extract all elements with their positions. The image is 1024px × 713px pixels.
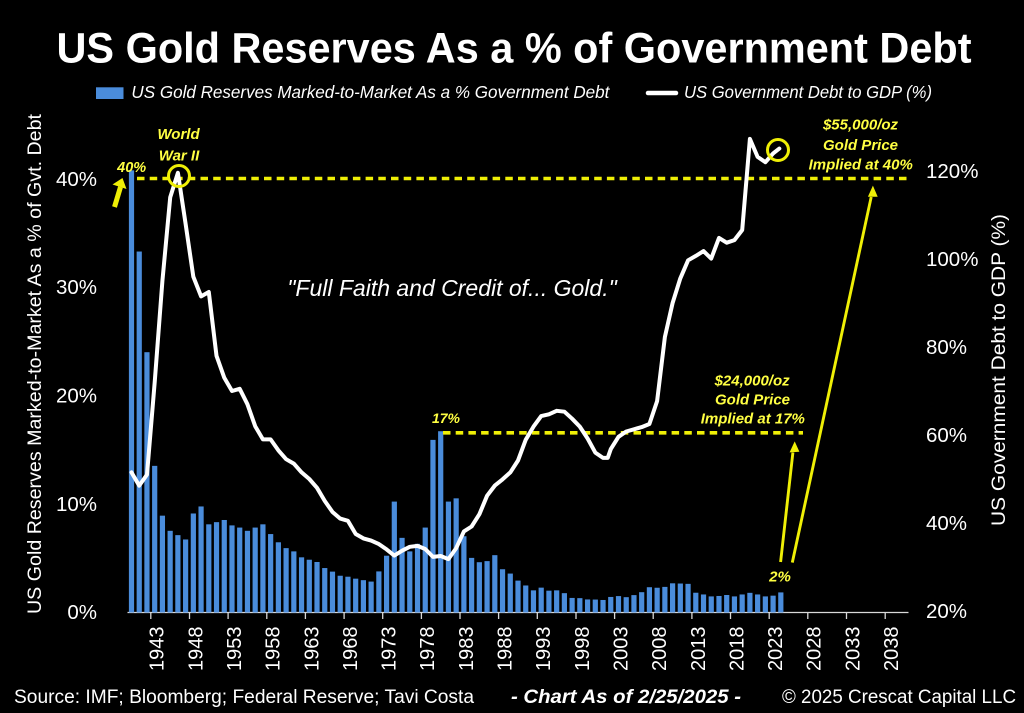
svg-text:20%: 20% <box>926 600 967 623</box>
svg-text:2023: 2023 <box>765 627 787 672</box>
svg-text:60%: 60% <box>926 424 967 447</box>
svg-text:War II: War II <box>159 148 200 165</box>
svg-text:1998: 1998 <box>572 627 594 672</box>
svg-text:2018: 2018 <box>726 627 748 672</box>
svg-text:$24,000/oz: $24,000/oz <box>714 372 791 389</box>
svg-text:1948: 1948 <box>185 627 207 672</box>
svg-text:1983: 1983 <box>456 627 478 672</box>
svg-text:$55,000/oz: $55,000/oz <box>822 117 899 134</box>
svg-text:2038: 2038 <box>881 627 903 672</box>
svg-text:2033: 2033 <box>842 627 864 672</box>
svg-text:2%: 2% <box>768 569 791 586</box>
svg-text:40%: 40% <box>116 160 146 176</box>
svg-text:Implied at 40%: Implied at 40% <box>809 156 913 173</box>
svg-text:40%: 40% <box>56 168 97 191</box>
svg-text:20%: 20% <box>56 385 97 408</box>
svg-text:1968: 1968 <box>340 627 362 672</box>
svg-text:Gold Price: Gold Price <box>823 137 898 154</box>
svg-text:2013: 2013 <box>688 627 710 672</box>
svg-text:2028: 2028 <box>804 627 826 672</box>
svg-text:1943: 1943 <box>147 627 169 672</box>
svg-text:1973: 1973 <box>379 627 401 672</box>
svg-text:1958: 1958 <box>263 627 285 672</box>
svg-text:"Full Faith and Credit of... G: "Full Faith and Credit of... Gold." <box>287 275 618 301</box>
svg-text:US Gold Reserves As a % of Gov: US Gold Reserves As a % of Government De… <box>57 25 972 73</box>
svg-text:US Government Debt to GDP (%): US Government Debt to GDP (%) <box>684 82 932 102</box>
svg-text:0%: 0% <box>67 601 97 624</box>
svg-text:2008: 2008 <box>649 627 671 672</box>
svg-text:1993: 1993 <box>533 627 555 672</box>
svg-text:World: World <box>157 126 200 143</box>
svg-text:© 2025 Crescat Capital LLC: © 2025 Crescat Capital LLC <box>782 687 1016 708</box>
svg-text:1953: 1953 <box>224 627 246 672</box>
svg-text:Gold Price: Gold Price <box>715 392 790 409</box>
svg-text:Source: IMF; Bloomberg; Federa: Source: IMF; Bloomberg; Federal Reserve;… <box>14 687 474 708</box>
svg-text:17%: 17% <box>432 410 461 426</box>
svg-text:30%: 30% <box>56 276 97 299</box>
svg-text:40%: 40% <box>926 512 967 535</box>
svg-text:1963: 1963 <box>301 627 323 672</box>
svg-text:80%: 80% <box>926 336 967 359</box>
svg-text:- Chart As of 2/25/2025 -: - Chart As of 2/25/2025 - <box>511 687 741 708</box>
svg-text:2003: 2003 <box>611 627 633 672</box>
svg-text:10%: 10% <box>56 493 97 516</box>
svg-text:1988: 1988 <box>495 627 517 672</box>
svg-text:US Government Debt to GDP (%): US Government Debt to GDP (%) <box>988 214 1010 526</box>
svg-text:120%: 120% <box>926 160 978 183</box>
svg-text:US Gold Reserves Marked-to-Mar: US Gold Reserves Marked-to-Market As a %… <box>24 113 46 614</box>
svg-text:1978: 1978 <box>417 627 439 672</box>
svg-text:Implied at 17%: Implied at 17% <box>701 411 805 428</box>
svg-text:100%: 100% <box>926 248 978 271</box>
svg-text:US Gold Reserves Marked-to-Mar: US Gold Reserves Marked-to-Market As a %… <box>131 82 610 102</box>
